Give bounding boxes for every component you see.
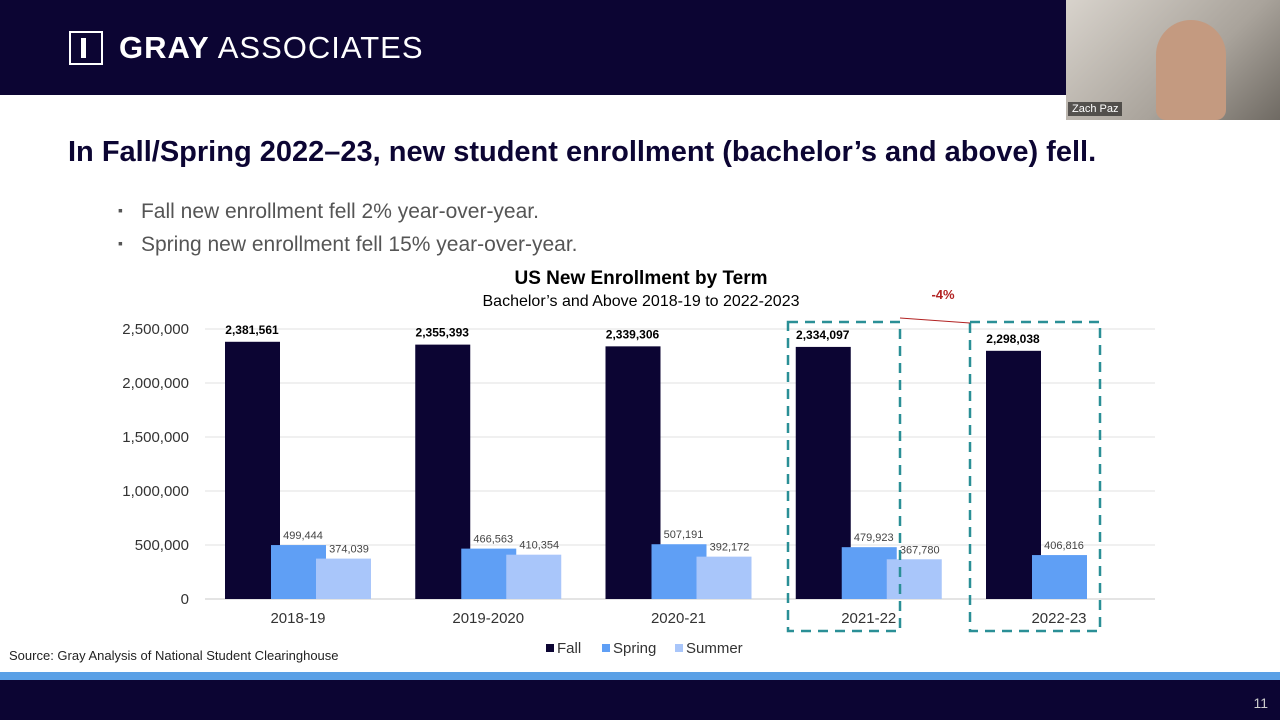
data-label: 466,563 [473, 534, 513, 546]
legend-label: Fall [557, 640, 581, 657]
bar-spring [1032, 555, 1087, 599]
chart-subtitle: Bachelor’s and Above 2018-19 to 2022-202… [483, 293, 800, 310]
data-label: 374,039 [329, 544, 369, 556]
source-note: Source: Gray Analysis of National Studen… [9, 648, 339, 663]
legend-label: Summer [686, 640, 743, 657]
x-tick-label: 2018-19 [270, 610, 325, 627]
bar-summer [316, 558, 371, 599]
bar-fall [415, 344, 471, 599]
data-label: 2,298,038 [986, 332, 1040, 346]
logo-bold: GRAY [119, 30, 210, 65]
y-tick-label: 1,000,000 [122, 483, 189, 500]
legend-label: Spring [613, 640, 656, 657]
data-label: 479,923 [854, 532, 894, 544]
y-tick-label: 0 [181, 591, 189, 608]
x-tick-label: 2020-21 [651, 610, 706, 627]
y-tick-label: 1,500,000 [122, 429, 189, 446]
footer-bar [0, 680, 1280, 720]
bar-summer [886, 559, 942, 599]
video-tile: Zach Paz [1066, 0, 1280, 120]
data-label: 2,339,306 [606, 327, 660, 341]
bullet-item: Fall new enrollment fell 2% year-over-ye… [118, 200, 578, 233]
highlight-box [786, 320, 902, 633]
chart-title: US New Enrollment by Term [514, 268, 767, 289]
data-label: 2,334,097 [796, 328, 850, 342]
data-label: 410,354 [519, 540, 559, 552]
highlight-box [968, 320, 1102, 633]
y-tick-label: 2,500,000 [122, 321, 189, 338]
gray-associates-logo: GRAY ASSOCIATES [69, 30, 424, 66]
bar-fall [605, 346, 661, 599]
data-label: 2,381,561 [225, 323, 279, 337]
bar-fall [225, 341, 280, 599]
x-tick-label: 2019-2020 [452, 610, 524, 627]
legend-swatch-fall [546, 644, 554, 652]
lighthouse-icon [69, 31, 103, 65]
bullet-item: Spring new enrollment fell 15% year-over… [118, 233, 578, 266]
page-number: 11 [1253, 695, 1268, 711]
bullet-list: Fall new enrollment fell 2% year-over-ye… [118, 200, 578, 266]
bar-fall [795, 346, 851, 599]
data-label: 499,444 [283, 530, 323, 542]
bar-summer [696, 556, 752, 599]
logo-light: ASSOCIATES [217, 30, 424, 65]
y-tick-label: 2,000,000 [122, 375, 189, 392]
data-label: 367,780 [900, 544, 940, 556]
legend-swatch-spring [602, 644, 610, 652]
slide-title: In Fall/Spring 2022–23, new student enro… [68, 136, 1097, 168]
data-label: 507,191 [664, 529, 704, 541]
x-tick-label: 2021-22 [841, 610, 896, 627]
data-label: 406,816 [1044, 540, 1084, 552]
participant-video [1156, 20, 1226, 120]
change-line [899, 317, 971, 324]
bar-fall [986, 350, 1041, 599]
participant-name: Zach Paz [1068, 102, 1123, 116]
bar-summer [506, 554, 562, 599]
x-tick-label: 2022-23 [1031, 610, 1086, 627]
footer-accent [0, 672, 1280, 680]
data-label: 392,172 [710, 542, 750, 554]
y-tick-label: 500,000 [135, 537, 189, 554]
data-label: 2,355,393 [416, 326, 470, 340]
legend-swatch-summer [675, 644, 683, 652]
change-annotation: -4% [931, 287, 955, 302]
